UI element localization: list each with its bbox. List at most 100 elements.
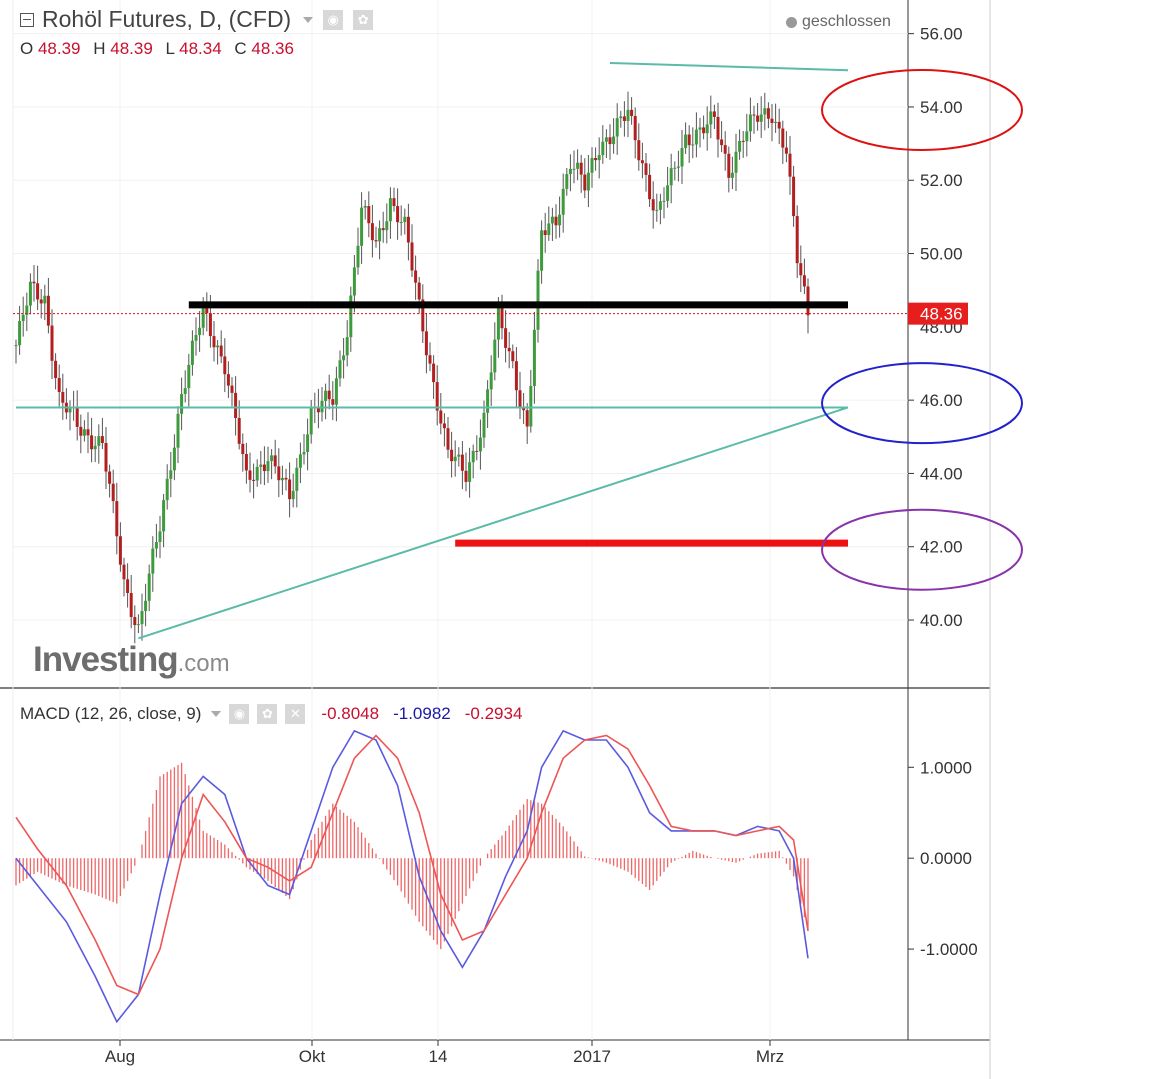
candle-body xyxy=(612,136,616,145)
candle-body xyxy=(568,168,572,175)
candle-body xyxy=(90,435,94,450)
candle-body xyxy=(32,281,36,284)
candle-body xyxy=(554,216,558,226)
candle-body xyxy=(180,394,184,414)
candle-body xyxy=(532,329,536,386)
price-tick-label: 40.00 xyxy=(920,611,963,630)
candle-body xyxy=(284,477,288,480)
candle-body xyxy=(18,321,22,346)
candle-body xyxy=(453,456,457,462)
candle-body xyxy=(302,452,306,455)
price-tick-label: 52.00 xyxy=(920,171,963,190)
candle-body xyxy=(39,299,43,304)
candle-body xyxy=(367,206,371,224)
highlight-circle xyxy=(821,362,1023,445)
candle-body xyxy=(14,345,18,347)
logo-brand: Investing xyxy=(33,640,179,679)
macd-close-icon[interactable]: ✕ xyxy=(285,704,306,724)
candle-body xyxy=(291,490,295,500)
candle-body xyxy=(356,245,360,268)
candle-body xyxy=(147,573,151,601)
candle-body xyxy=(378,228,382,242)
candle-body xyxy=(493,339,497,373)
candle-body xyxy=(608,137,612,145)
candle-body xyxy=(795,216,799,264)
macd-line-value: -1.0982 xyxy=(393,704,451,723)
candle-body xyxy=(590,158,594,173)
candle-body xyxy=(360,207,364,246)
candle-body xyxy=(518,390,522,407)
candle-body xyxy=(208,313,212,337)
candle-body xyxy=(478,437,482,452)
candle-body xyxy=(255,466,259,481)
candle-body xyxy=(439,410,443,424)
candle-body xyxy=(212,336,216,348)
ohlc-readout: O 48.39 H 48.39 L 48.34 C 48.36 xyxy=(20,39,373,59)
candle-body xyxy=(756,115,760,122)
macd-histogram-value: -0.2934 xyxy=(464,704,523,723)
chevron-down-icon[interactable] xyxy=(303,16,314,23)
time-tick-label: Aug xyxy=(105,1047,135,1066)
candle-body xyxy=(698,127,702,130)
candle-body xyxy=(626,109,630,121)
candle-body xyxy=(482,412,486,438)
candle-body xyxy=(57,378,61,393)
candle-body xyxy=(198,327,202,336)
price-tick-label: 42.00 xyxy=(920,538,963,557)
candle-body xyxy=(183,388,187,395)
candle-body xyxy=(79,426,83,436)
candle-body xyxy=(252,479,256,481)
candle-body xyxy=(507,347,511,352)
close-value: 48.36 xyxy=(251,39,294,58)
eye-icon[interactable]: ◉ xyxy=(323,9,344,30)
candle-body xyxy=(190,340,194,365)
candle-body xyxy=(604,137,608,142)
low-label: L xyxy=(165,39,175,58)
candle-body xyxy=(334,378,338,405)
price-tick-label: 54.00 xyxy=(920,98,963,117)
candle-body xyxy=(763,108,767,115)
candle-body xyxy=(536,270,540,330)
candle-body xyxy=(716,116,720,140)
candle-body xyxy=(234,392,238,418)
candle-body xyxy=(806,286,810,316)
macd-eye-icon[interactable]: ◉ xyxy=(229,704,250,724)
candle-body xyxy=(460,454,464,471)
candle-body xyxy=(352,267,356,296)
gear-icon[interactable]: ✿ xyxy=(353,9,374,30)
candle-body xyxy=(565,174,569,189)
candle-body xyxy=(342,355,346,361)
high-value: 48.39 xyxy=(110,39,153,58)
candle-body xyxy=(421,299,425,332)
candle-body xyxy=(680,148,684,167)
candle-body xyxy=(428,355,432,364)
candle-body xyxy=(759,114,763,122)
candle-body xyxy=(622,116,626,121)
candle-body xyxy=(172,447,176,471)
logo-suffix: .com xyxy=(177,650,230,677)
candle-body xyxy=(576,162,580,169)
candle-body xyxy=(46,295,50,326)
price-tick-label: 44.00 xyxy=(920,464,963,483)
candle-body xyxy=(522,406,526,411)
candle-body xyxy=(489,372,493,390)
status-dot-icon xyxy=(786,16,797,28)
candle-body xyxy=(338,360,342,379)
candle-body xyxy=(97,436,101,446)
candle-body xyxy=(118,536,122,565)
candle-body xyxy=(457,454,461,457)
candle-body xyxy=(514,361,518,391)
macd-gear-icon[interactable]: ✿ xyxy=(257,704,278,724)
macd-chevron-down-icon[interactable] xyxy=(211,711,222,717)
collapse-icon[interactable] xyxy=(20,12,34,27)
candle-body xyxy=(579,162,583,175)
candle-body xyxy=(111,483,115,502)
last-price-label: 48.36 xyxy=(920,305,963,324)
candle-body xyxy=(662,200,666,202)
candle-body xyxy=(669,168,673,186)
candle-body xyxy=(432,363,436,383)
candle-body xyxy=(687,134,691,146)
candle-body xyxy=(273,455,277,467)
candle-body xyxy=(385,221,389,231)
